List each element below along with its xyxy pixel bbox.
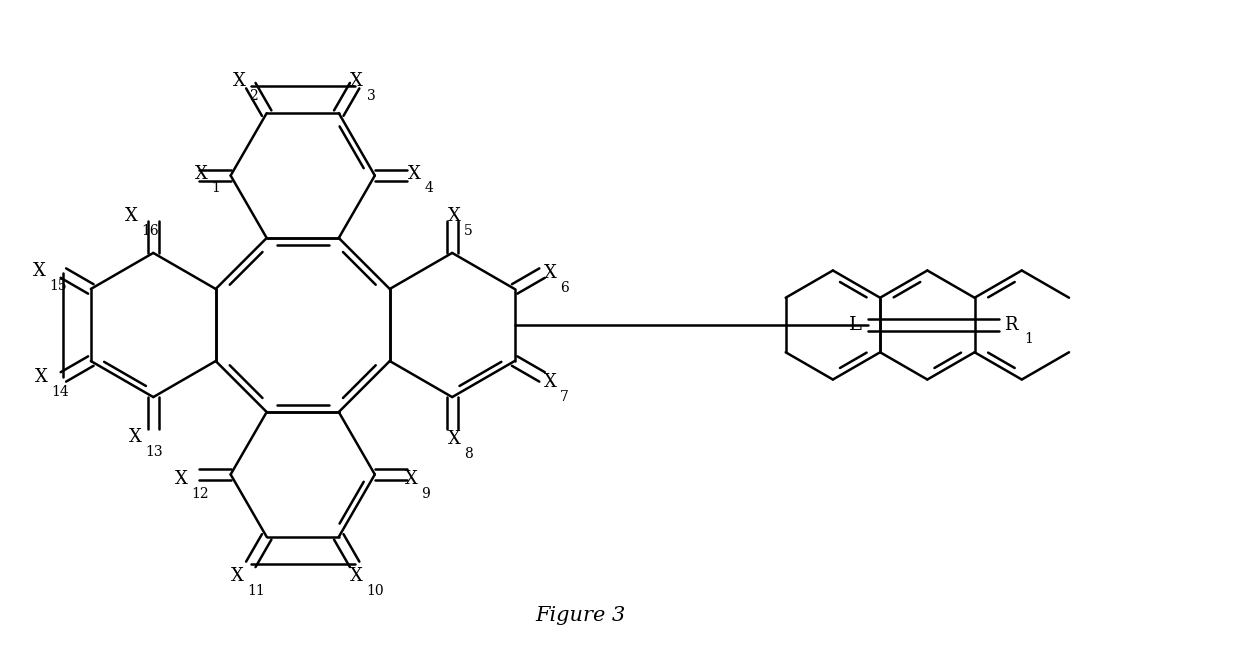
Text: X: X <box>125 207 138 226</box>
Text: 1: 1 <box>211 181 219 196</box>
Text: X: X <box>408 164 421 183</box>
Text: 15: 15 <box>50 279 67 293</box>
Text: Figure 3: Figure 3 <box>535 606 626 625</box>
Text: 10: 10 <box>367 584 384 598</box>
Text: X: X <box>233 72 245 90</box>
Text: 13: 13 <box>145 445 164 459</box>
Text: 5: 5 <box>465 224 473 238</box>
Text: 7: 7 <box>560 390 569 404</box>
Text: 9: 9 <box>421 488 430 501</box>
Text: X: X <box>447 207 461 226</box>
Text: 2: 2 <box>249 88 258 103</box>
Text: R: R <box>1005 316 1017 334</box>
Text: 6: 6 <box>560 281 569 295</box>
Text: X: X <box>544 264 556 282</box>
Text: 11: 11 <box>247 584 265 598</box>
Text: 14: 14 <box>52 385 69 399</box>
Text: 8: 8 <box>465 447 473 461</box>
Text: X: X <box>544 373 556 391</box>
Text: X: X <box>405 471 418 488</box>
Text: X: X <box>129 428 142 446</box>
Text: 16: 16 <box>141 224 159 238</box>
Text: 3: 3 <box>367 88 375 103</box>
Text: X: X <box>447 430 461 448</box>
Text: X: X <box>35 368 48 386</box>
Text: 1: 1 <box>1025 332 1033 346</box>
Text: X: X <box>175 471 187 488</box>
Text: X: X <box>33 262 46 280</box>
Text: 4: 4 <box>425 181 434 196</box>
Text: X: X <box>195 164 207 183</box>
Text: 12: 12 <box>191 488 208 501</box>
Text: X: X <box>230 567 243 585</box>
Text: X: X <box>351 567 363 585</box>
Text: L: L <box>849 316 862 334</box>
Text: X: X <box>351 72 363 90</box>
